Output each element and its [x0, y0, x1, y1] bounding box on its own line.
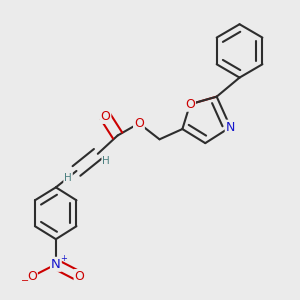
Text: N: N: [51, 258, 61, 271]
Text: O: O: [27, 270, 37, 283]
Text: H: H: [102, 156, 110, 166]
Text: O: O: [185, 98, 195, 111]
Text: O: O: [75, 270, 84, 283]
Text: N: N: [226, 121, 235, 134]
Text: H: H: [64, 173, 72, 183]
Text: O: O: [100, 110, 110, 123]
Text: O: O: [134, 117, 144, 130]
Text: −: −: [21, 276, 29, 286]
Text: +: +: [60, 254, 67, 263]
